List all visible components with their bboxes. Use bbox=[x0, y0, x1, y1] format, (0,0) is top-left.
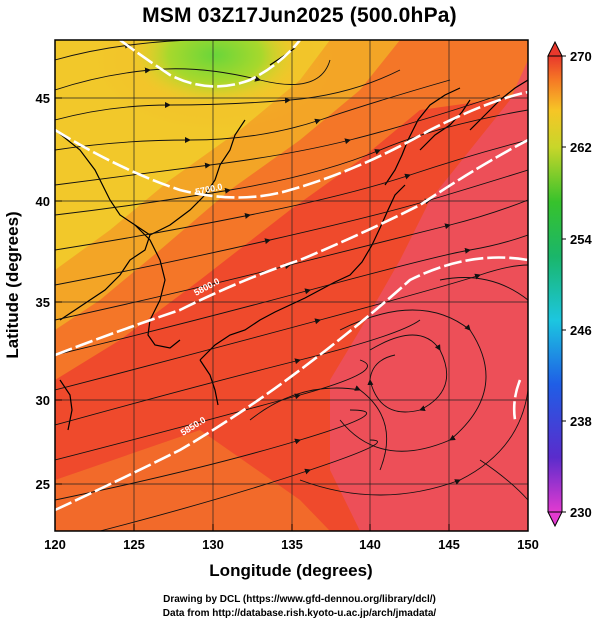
x-tick-label: 140 bbox=[359, 537, 381, 552]
colorbar-tick: 246 bbox=[570, 323, 592, 338]
y-tick-label: 35 bbox=[36, 295, 50, 310]
x-tick-label: 120 bbox=[44, 537, 66, 552]
height-contours bbox=[55, 40, 528, 512]
x-tick-label: 130 bbox=[202, 537, 224, 552]
credit-data: Data from http://database.rish.kyoto-u.a… bbox=[162, 608, 437, 619]
map-title: MSM 03Z17Jun2025 (500.0hPa) bbox=[142, 4, 457, 27]
x-tick-label: 150 bbox=[517, 537, 539, 552]
y-tick-label: 45 bbox=[36, 91, 50, 106]
colorbar-min-arrow bbox=[547, 511, 563, 528]
y-tick-label: 40 bbox=[36, 194, 50, 209]
x-axis-title: Longitude (degrees) bbox=[209, 561, 372, 580]
green-region bbox=[130, 40, 300, 105]
southwest-orange bbox=[55, 430, 330, 531]
contour-5850 bbox=[55, 256, 528, 512]
x-tick-label: 135 bbox=[281, 537, 303, 552]
colorbar-tick: 238 bbox=[570, 414, 592, 429]
credit-drawing: Drawing by DCL (https://www.gfd-dennou.o… bbox=[163, 594, 436, 605]
x-tick-label: 125 bbox=[123, 537, 145, 552]
plot-area: 5700.0 5800.0 5850.0 bbox=[55, 40, 528, 531]
colorbar-max-arrow bbox=[547, 40, 563, 57]
colorbar-tick: 254 bbox=[570, 232, 592, 247]
contour-north bbox=[119, 40, 302, 88]
x-tick-label: 145 bbox=[438, 537, 460, 552]
wind-streamlines bbox=[55, 40, 528, 531]
colorbar-tick: 230 bbox=[570, 505, 592, 520]
contour-5700 bbox=[55, 90, 528, 199]
contour-east bbox=[512, 379, 522, 421]
contour-5800 bbox=[55, 138, 528, 357]
colorbar-tick: 270 bbox=[570, 49, 592, 64]
colorbar-tick: 262 bbox=[570, 140, 592, 155]
y-axis bbox=[55, 97, 62, 485]
colorbar: 270 262 254 246 238 230 bbox=[547, 40, 592, 528]
y-tick-label: 25 bbox=[36, 477, 50, 492]
y-tick-label: 30 bbox=[36, 393, 50, 408]
colorbar-ramp bbox=[547, 55, 563, 513]
x-axis bbox=[54, 524, 529, 531]
y-axis-title: Latitude (degrees) bbox=[3, 211, 22, 358]
